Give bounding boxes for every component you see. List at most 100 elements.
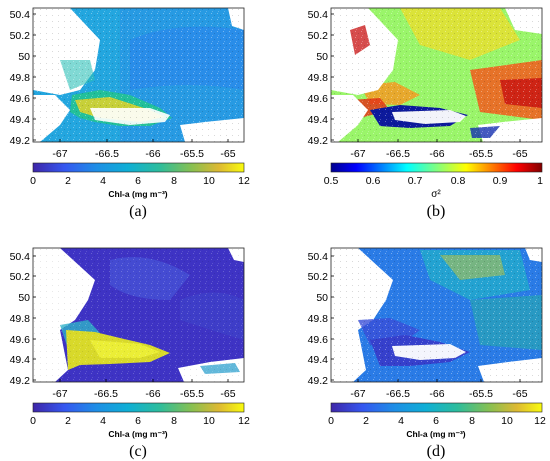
lat-tick: 50.4: [10, 9, 31, 21]
lat-tick: 49.2: [10, 375, 31, 387]
lon-tick: -67: [350, 148, 365, 160]
map-c: [32, 247, 245, 383]
panel-label: (c): [129, 443, 147, 460]
lon-tick: -65: [512, 388, 527, 400]
colorbar-tick: 6: [433, 415, 439, 427]
colorbar-tick: 0.9: [493, 175, 508, 187]
colorbar-tick: 8: [469, 415, 475, 427]
lon-tick: -66: [145, 148, 160, 160]
colorbar-label: σ²: [431, 189, 441, 200]
lon-tick: -66: [145, 388, 160, 400]
lon-tick: -67: [52, 388, 67, 400]
lon-tick: -65: [220, 388, 235, 400]
colorbar-tick: 0: [328, 415, 334, 427]
lat-tick: 50: [18, 51, 30, 63]
x-axis-d: -67 -66.5 -66 -65.5 -65: [350, 379, 528, 400]
colorbar-tick: 4: [398, 415, 404, 427]
lat-tick: 49.6: [308, 334, 329, 346]
colorbar-tick: 4: [100, 175, 106, 187]
lon-tick: -65.5: [180, 148, 204, 160]
lat-tick: 50.4: [10, 251, 31, 263]
colorbar-tick: 0.6: [366, 175, 381, 187]
colorbar-tick: 1: [537, 175, 543, 187]
lat-tick: 50.4: [308, 9, 329, 21]
lat-tick: 49.2: [308, 375, 329, 387]
lat-tick: 49.4: [308, 114, 329, 126]
colorbar-tick: 4: [100, 415, 106, 427]
colorbar-d: 0 2 4 6 8 10 12 Chl-a (mg m⁻³): [328, 402, 546, 439]
lon-tick: -65: [220, 148, 235, 160]
colorbar-tick: 12: [238, 175, 250, 187]
lat-tick: 49.2: [308, 135, 329, 147]
y-axis-d: 50.4 50.2 50 49.8 49.6 49.4 49.2: [308, 251, 334, 387]
y-axis-a: 50.4 50.2 50 49.8 49.6 49.4 49.2: [10, 9, 36, 147]
colorbar-tick: 0.7: [408, 175, 423, 187]
lon-tick: -65.5: [180, 388, 204, 400]
colorbar-tick: 0.5: [324, 175, 339, 187]
colorbar-tick: 10: [501, 415, 513, 427]
colorbar-tick: 12: [238, 415, 250, 427]
lon-tick: -66.5: [386, 148, 410, 160]
lon-tick: -67: [52, 148, 67, 160]
panel-label: (d): [427, 443, 446, 460]
lat-tick: 49.6: [10, 334, 31, 346]
colorbar-tick: 0: [30, 415, 36, 427]
lon-tick: -67: [350, 388, 365, 400]
y-axis-c: 50.4 50.2 50 49.8 49.6 49.4 49.2: [10, 251, 36, 387]
colorbar-tick: 10: [203, 415, 215, 427]
lon-tick: -66.5: [95, 148, 119, 160]
x-axis-c: -67 -66.5 -66 -65.5 -65: [52, 379, 236, 400]
colorbar-a: 0 2 4 6 8 10 12 Chl-a (mg m⁻³): [30, 162, 250, 199]
lat-tick: 50.2: [308, 30, 329, 42]
panel-d: 50.4 50.2 50 49.8 49.6 49.4 49.2 -67 -66…: [308, 247, 546, 460]
colorbar-label: Chl-a (mg m⁻³): [108, 429, 167, 439]
map-d: [330, 247, 543, 383]
panel-label: (b): [427, 203, 446, 220]
lat-tick: 49.4: [308, 354, 329, 366]
lat-tick: 50: [18, 292, 30, 304]
x-axis-a: -67 -66.5 -66 -65.5 -65: [52, 139, 236, 160]
colorbar-c: 0 2 4 6 8 10 12 Chl-a (mg m⁻³): [30, 402, 250, 439]
colorbar-tick: 10: [203, 175, 215, 187]
lon-tick: -65: [512, 148, 527, 160]
colorbar-tick: 6: [135, 175, 141, 187]
colorbar-label: Chl-a (mg m⁻³): [406, 429, 465, 439]
lon-tick: -65.5: [469, 388, 493, 400]
colorbar-tick: 8: [171, 415, 177, 427]
y-axis-b: 50.4 50.2 50 49.8 49.6 49.4 49.2: [308, 9, 334, 147]
colorbar-tick: 8: [171, 175, 177, 187]
lat-tick: 49.8: [308, 313, 329, 325]
lat-tick: 49.8: [308, 72, 329, 84]
lat-tick: 49.6: [308, 93, 329, 105]
lat-tick: 50: [316, 51, 328, 63]
x-axis-b: -67 -66.5 -66 -65.5 -65: [350, 139, 528, 160]
colorbar-tick: 2: [65, 415, 71, 427]
colorbar-label: Chl-a (mg m⁻³): [108, 189, 167, 199]
colorbar-tick: 0: [30, 175, 36, 187]
panel-c: 50.4 50.2 50 49.8 49.6 49.4 49.2 -67 -66…: [10, 247, 250, 460]
lat-tick: 49.8: [10, 313, 31, 325]
lat-tick: 50.2: [308, 271, 329, 283]
colorbar-tick: 2: [65, 175, 71, 187]
lon-tick: -66.5: [94, 388, 118, 400]
panel-b: 50.4 50.2 50 49.8 49.6 49.4 49.2 -67 -66…: [308, 7, 543, 220]
panel-a: 50.4 50.2 50 49.8 49.6 49.4 49.2 -67 -66…: [10, 7, 250, 220]
lat-tick: 49.4: [10, 114, 31, 126]
colorbar-tick: 0.8: [451, 175, 466, 187]
panel-label: (a): [129, 203, 147, 220]
colorbar-b: 0.5 0.6 0.7 0.8 0.9 1 σ²: [324, 162, 543, 200]
lat-tick: 49.2: [10, 135, 31, 147]
map-a: [32, 7, 245, 143]
lon-tick: -65.5: [469, 148, 493, 160]
lat-tick: 50: [316, 292, 328, 304]
lat-tick: 50.2: [10, 271, 31, 283]
lat-tick: 49.8: [10, 72, 31, 84]
lat-tick: 50.2: [10, 30, 31, 42]
lat-tick: 49.4: [10, 354, 31, 366]
colorbar-tick: 2: [363, 415, 369, 427]
colorbar-tick: 12: [534, 415, 546, 427]
lat-tick: 49.6: [10, 93, 31, 105]
lon-tick: -66.5: [386, 388, 410, 400]
lat-tick: 50.4: [308, 251, 329, 263]
